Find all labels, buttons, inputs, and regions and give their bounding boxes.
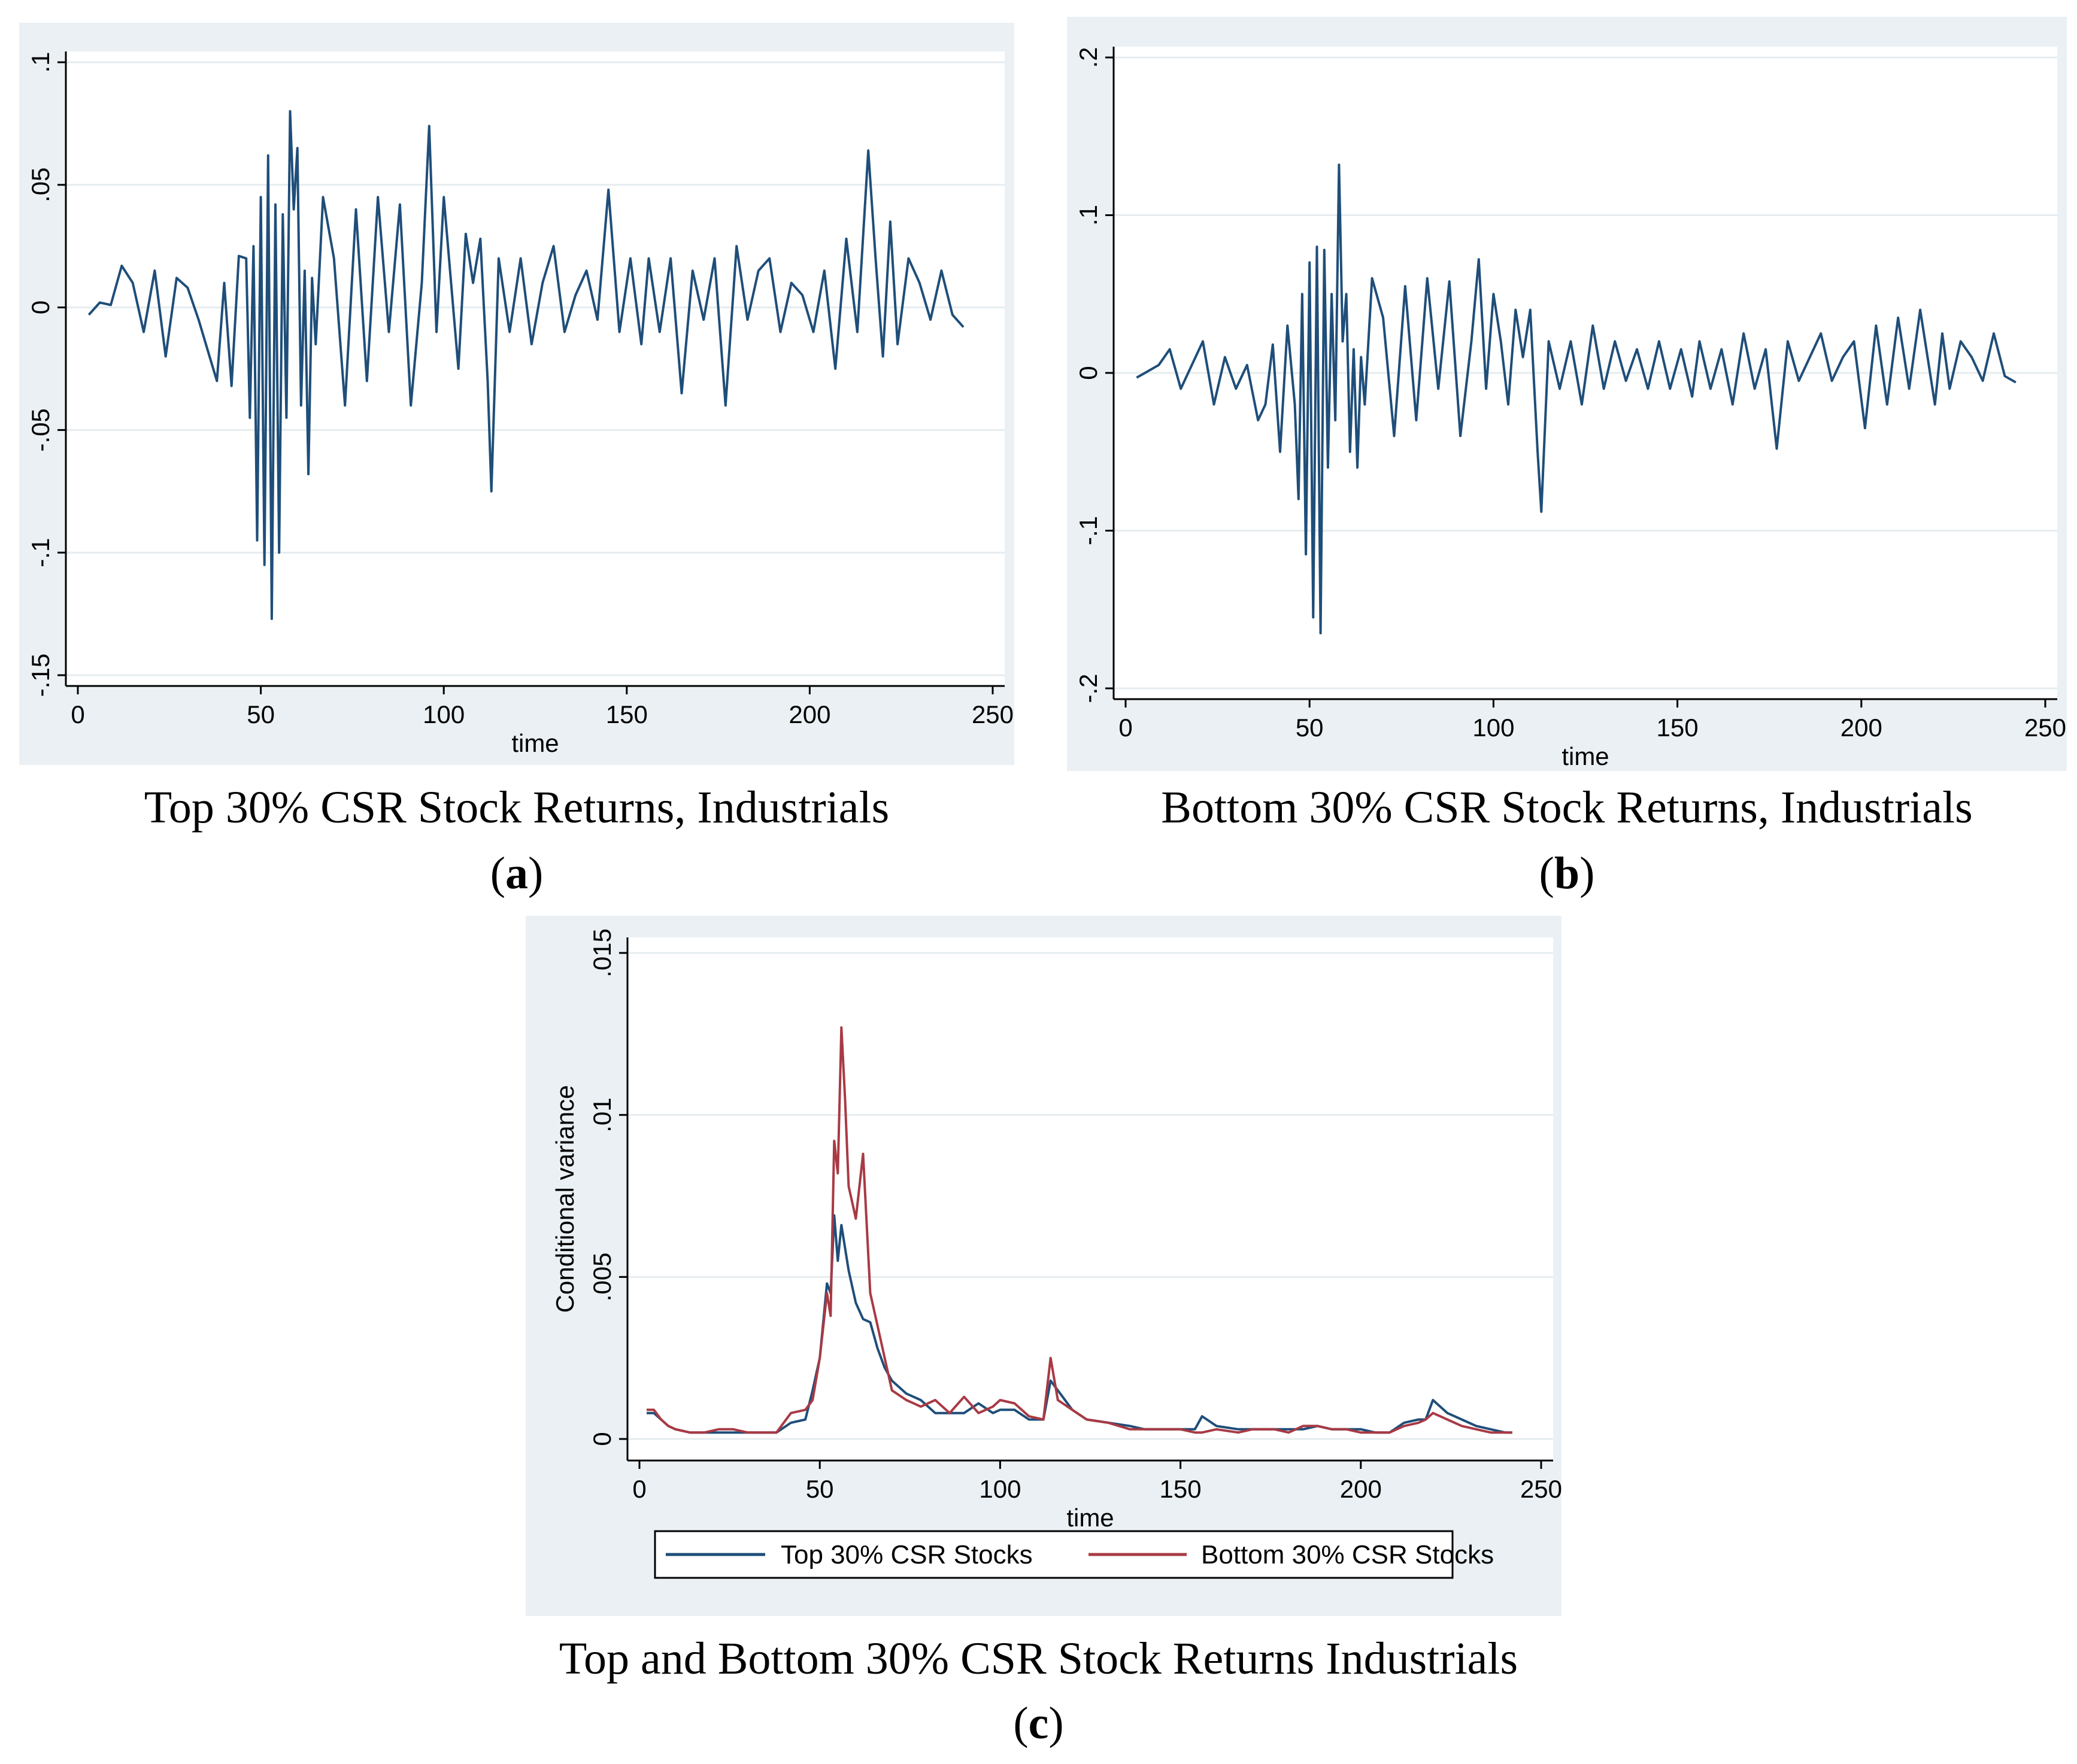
x-tick-label: 150 [606, 700, 648, 728]
x-tick-label: 150 [1657, 714, 1699, 742]
caption-a: Top 30% CSR Stock Returns, Industrials [144, 782, 890, 833]
y-tick-label: -.1 [26, 538, 54, 567]
x-tick-label: 250 [2024, 714, 2066, 742]
y-tick-label: 0 [588, 1432, 616, 1446]
x-tick-label: 50 [1296, 714, 1324, 742]
y-tick-label: .1 [26, 51, 54, 72]
legend-top-label: Top 30% CSR Stocks [781, 1540, 1033, 1569]
subcaption-b: (b) [1067, 848, 2067, 900]
subcaption-c-close: ) [1048, 1698, 1064, 1748]
subcaption-a-open: ( [490, 848, 505, 898]
x-tick-label: 100 [423, 700, 465, 728]
chart-a-plot-area [66, 51, 1005, 686]
y-tick-label: 0 [26, 300, 54, 314]
y-axis-label: Conditional variance [551, 1085, 579, 1313]
y-tick-label: .2 [1074, 47, 1102, 68]
series-line-top [1136, 163, 2017, 634]
chart-a-svg: -.15 -.1 -.05 0 .05 .1 0 50 100 150 200 250 time [26, 51, 1014, 757]
x-tick-label: 200 [789, 700, 830, 728]
chart-b-svg: -.2 -.1 0 .1 .2 0 50 100 150 200 250 time [1074, 47, 2066, 770]
y-tick-label: .1 [1074, 205, 1102, 226]
x-tick-label: 0 [632, 1475, 646, 1503]
x-tick-label: 50 [806, 1475, 834, 1503]
subcaption-c-open: ( [1013, 1698, 1029, 1748]
x-tick-label: 200 [1340, 1475, 1382, 1503]
y-tick-label: -.2 [1074, 673, 1102, 703]
y-tick-label: -.05 [26, 408, 54, 451]
chart-panel-a: -.15 -.1 -.05 0 .05 .1 0 50 100 150 200 250 time [19, 23, 1014, 765]
subcaption-b-letter: b [1554, 848, 1580, 898]
subcaption-a-letter: a [505, 848, 528, 898]
x-tick-label: 100 [979, 1475, 1021, 1503]
series-line-top [87, 110, 965, 620]
caption-c: Top and Bottom 30% CSR Stock Returns Ind… [559, 1634, 1518, 1684]
x-axis-label: time [1561, 742, 1609, 770]
x-tick-label: 0 [1118, 714, 1132, 742]
chart-panel-c: 0 .005 .01 .015 0 50 100 150 200 250 time Condition… [526, 916, 1561, 1616]
subcaption-c: (c) [0, 1698, 2077, 1750]
series-line-top [647, 1214, 1512, 1434]
subcaption-c-letter: c [1028, 1698, 1049, 1748]
x-axis-label: time [1066, 1504, 1114, 1532]
x-tick-label: 200 [1841, 714, 1882, 742]
subcaption-a-close: ) [528, 848, 544, 898]
subcaption-b-close: ) [1579, 848, 1595, 898]
chart-panel-b: -.2 -.1 0 .1 .2 0 50 100 150 200 250 time [1067, 17, 2067, 771]
chart-c-legend: Top 30% CSR Stocks Bottom 30% CSR Stocks [654, 1530, 1494, 1579]
y-tick-label: .005 [588, 1252, 616, 1301]
y-tick-label: -.15 [26, 654, 54, 697]
x-tick-label: 250 [1520, 1475, 1561, 1503]
x-tick-label: 150 [1160, 1475, 1202, 1503]
x-tick-label: 50 [247, 700, 275, 728]
chart-c-plot-area [627, 937, 1553, 1461]
y-tick-label: -.1 [1074, 516, 1102, 545]
legend-box [654, 1530, 1454, 1579]
subcaption-b-open: ( [1539, 848, 1554, 898]
x-tick-label: 250 [972, 700, 1014, 728]
y-tick-label: .01 [588, 1097, 616, 1132]
x-axis-label: time [511, 729, 559, 757]
y-tick-label: 0 [1074, 366, 1102, 379]
chart-c-svg: 0 .005 .01 .015 0 50 100 150 200 250 time Condition… [551, 928, 1561, 1579]
x-tick-label: 0 [71, 700, 84, 728]
series-line-bottom [647, 1026, 1512, 1434]
legend-bottom-label: Bottom 30% CSR Stocks [1201, 1540, 1494, 1569]
subcaption-a: (a) [19, 848, 1014, 900]
y-tick-label: .015 [588, 928, 616, 977]
x-tick-label: 100 [1472, 714, 1514, 742]
y-tick-label: .05 [26, 168, 54, 202]
caption-b: Bottom 30% CSR Stock Returns, Industrial… [1161, 782, 1973, 833]
